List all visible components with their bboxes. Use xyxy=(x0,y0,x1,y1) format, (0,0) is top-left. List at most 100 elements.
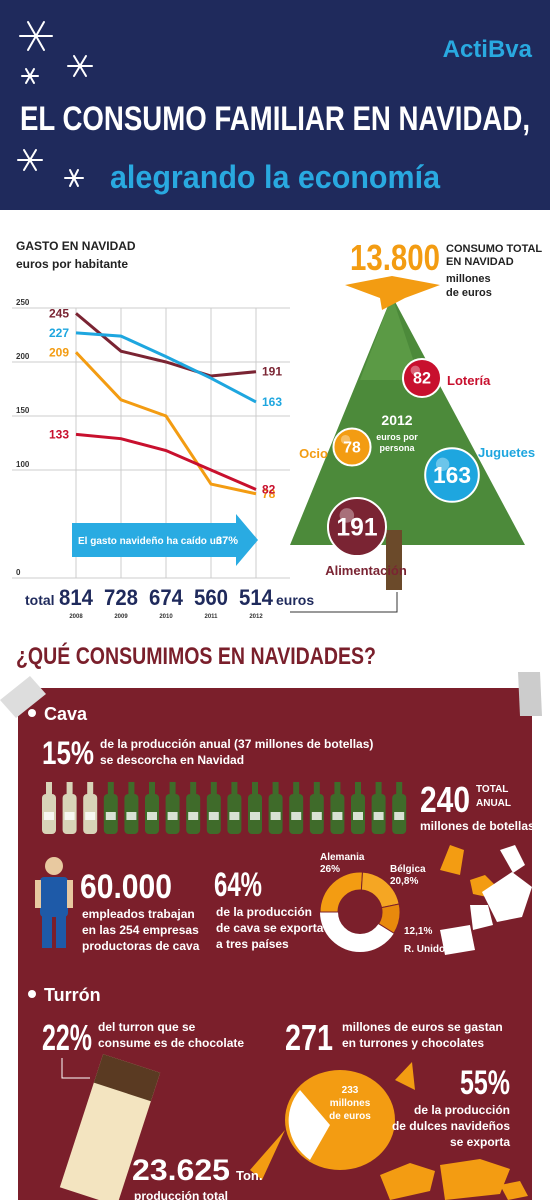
y-tick-label: 150 xyxy=(16,406,30,415)
x-tick-label: 2009 xyxy=(114,614,128,620)
donut-segment xyxy=(377,903,401,934)
bottle-neck xyxy=(252,782,258,796)
series-line xyxy=(75,331,257,404)
production-unit: Ton. xyxy=(236,1168,262,1183)
y-tick-label: 250 xyxy=(16,298,30,307)
end-label: 78 xyxy=(262,487,276,501)
total-unit: millones xyxy=(446,273,491,285)
ornament-shine xyxy=(410,365,421,376)
ornaments: 191 Alimentación 163 Juguetes 78 Ocio 82 Loterí… xyxy=(299,357,535,578)
bottle-label xyxy=(167,812,178,820)
total-unit: euros xyxy=(276,592,314,608)
title: EL CONSUMO FAMILIAR EN NAVIDAD, xyxy=(20,100,530,138)
donut-value: 26% xyxy=(320,864,340,875)
export-text: a tres países xyxy=(216,937,289,951)
snowflakes xyxy=(17,21,93,187)
export: 64% xyxy=(214,866,262,904)
chocolate-text: consume es de chocolate xyxy=(98,1036,244,1050)
total-value: 13.800 xyxy=(350,237,440,278)
donut-value: 20,8% xyxy=(390,876,418,887)
spend: 271 xyxy=(285,1017,333,1058)
ornament-shine xyxy=(339,508,355,523)
center-text: euros por xyxy=(376,432,418,442)
bottle-label xyxy=(394,812,405,820)
production-text: producción total xyxy=(134,1189,228,1200)
end-label: 82 xyxy=(262,482,276,496)
total-value: 560 xyxy=(194,585,228,610)
bottle-label xyxy=(85,812,96,820)
cava-heading: Cava xyxy=(44,704,88,724)
cava-share-text: se descorcha en Navidad xyxy=(100,753,244,767)
logo: ActiBva xyxy=(443,36,533,63)
center-year: 2012 xyxy=(381,412,412,428)
bottle-neck xyxy=(66,782,73,796)
ornament xyxy=(424,447,480,503)
y-tick-label: 0 xyxy=(16,568,21,577)
bottle-label xyxy=(188,812,199,820)
bottle-neck xyxy=(293,782,300,796)
cava-share: 15% xyxy=(42,735,94,771)
employees-text: productoras de cava xyxy=(82,939,200,953)
total-value: 728 xyxy=(104,585,138,610)
bottle-neck xyxy=(313,782,320,796)
ornament-value: 82 xyxy=(413,370,431,388)
bottle-neck xyxy=(396,782,403,796)
candy-text: millones xyxy=(330,1098,371,1109)
donut-label: R. Unido xyxy=(404,944,445,955)
export-text: de cava se exporta xyxy=(216,921,324,935)
start-label: 209 xyxy=(49,345,69,359)
chocolate-share: 22% xyxy=(42,1017,92,1058)
connector xyxy=(290,592,398,613)
annotation-arrow xyxy=(72,514,258,566)
tree-trunk xyxy=(386,530,402,590)
bottle-neck xyxy=(128,782,135,796)
production: 23.625 xyxy=(132,1154,230,1187)
donut-value: 12,1% xyxy=(404,926,432,937)
x-tick-label: 2010 xyxy=(159,614,173,620)
total-value: 674 xyxy=(149,585,184,610)
candy-text: 233 xyxy=(342,1085,359,1096)
spend-text: en turrones y chocolates xyxy=(342,1036,484,1050)
turron-heading: Turrón xyxy=(44,985,101,1005)
bottle-neck xyxy=(334,782,341,796)
employees: 60.000 xyxy=(80,868,172,906)
bottle-label xyxy=(208,812,219,820)
star xyxy=(345,276,440,310)
start-label: 245 xyxy=(49,306,69,320)
header-bg xyxy=(0,0,550,210)
employees-text: empleados trabajan xyxy=(82,907,195,921)
bottle-label xyxy=(105,812,116,820)
pointer xyxy=(61,1058,90,1079)
annotation: El gasto navideño ha caído un xyxy=(78,536,222,547)
ornament-value: 163 xyxy=(433,462,471,488)
ornament-label: Alimentación xyxy=(325,563,407,578)
subtitle: alegrando la economía xyxy=(110,159,440,195)
y-tick-label: 200 xyxy=(16,352,30,361)
chart-subtitle: euros por habitante xyxy=(16,257,128,271)
bottles-total: 240 xyxy=(420,779,470,820)
line-chart: 0 100 150 200 250 2008 814 2009 728 2010 674 2011 56… xyxy=(12,298,314,620)
total-value: 514 xyxy=(239,585,274,610)
candy-text: de euros xyxy=(329,1111,371,1122)
bottles xyxy=(42,782,407,834)
bottle-neck xyxy=(46,782,52,796)
europe-map xyxy=(440,845,532,955)
ornament xyxy=(326,496,388,558)
end-label: 163 xyxy=(262,395,282,409)
bottle-label xyxy=(64,812,75,820)
bottles-total-label: ANUAL xyxy=(476,798,511,809)
sweets-export-text: de dulces navideños xyxy=(392,1119,510,1133)
donut-label: Alemania xyxy=(320,852,365,863)
spend-text: millones de euros se gastan xyxy=(342,1020,503,1034)
section-title: ¿QUÉ CONSUMIMOS EN NAVIDADES? xyxy=(16,642,376,670)
bottle-label xyxy=(311,812,322,820)
bottle-neck xyxy=(272,782,279,796)
bottle-label xyxy=(270,812,281,820)
total-value: 814 xyxy=(59,585,94,610)
total-label: total xyxy=(25,592,55,608)
ornament-shine xyxy=(340,434,351,445)
chart-title: GASTO EN NAVIDAD xyxy=(16,239,136,253)
